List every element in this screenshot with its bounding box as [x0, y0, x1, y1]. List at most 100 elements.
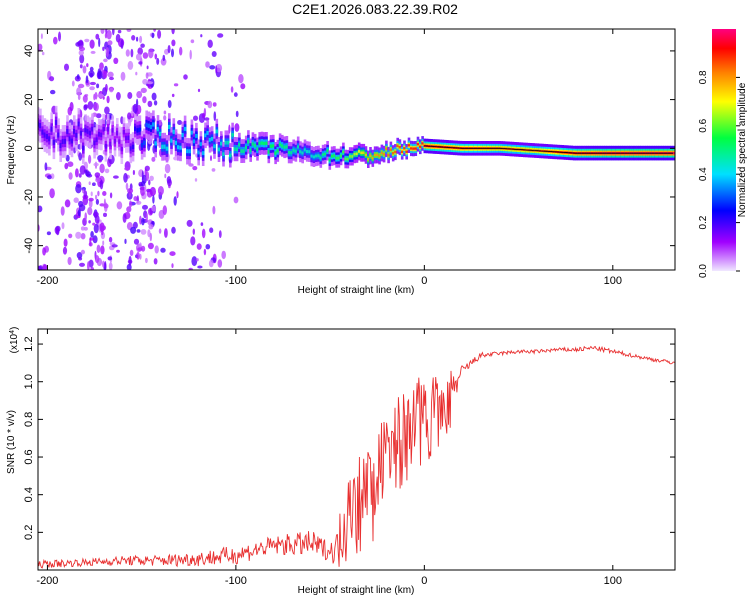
- spectrogram-noise-cell: [190, 236, 196, 246]
- spectrogram-ridge-cell: [355, 152, 359, 156]
- spectrogram-ridge-cell: [244, 145, 248, 150]
- spectrogram-noise-cell: [100, 225, 106, 231]
- spectrogram-noise-cell: [125, 182, 129, 190]
- spectrogram-ridge-cell: [391, 152, 395, 155]
- spectrogram-ridge-cell: [122, 130, 126, 135]
- spectrogram-ridge-cell: [233, 147, 237, 151]
- spectrogram-ridge-cell: [231, 133, 234, 137]
- spectrogram-noise-cell: [103, 203, 109, 209]
- spectrogram-x-label: Height of straight line (km): [298, 285, 415, 296]
- snr-y-multiplier: (x104): [9, 327, 21, 354]
- colorbar-tick-label: 0.4: [698, 167, 709, 181]
- spectrogram-noise-cell: [128, 255, 132, 266]
- spectrogram-noise-cell: [49, 188, 55, 199]
- spectrogram-noise-cell: [105, 47, 110, 57]
- spectrogram-noise-cell: [160, 58, 167, 66]
- spectrogram-ridge-cell: [396, 144, 399, 147]
- spectrogram-ridge-cell: [382, 152, 386, 156]
- colorbar-gradient: [712, 29, 736, 271]
- spectrogram-ridge-cell: [339, 154, 343, 158]
- spectrogram-noise-cell: [78, 46, 85, 52]
- spectrogram-noise-cell: [88, 220, 91, 224]
- snr-y-tick-label: 0.8: [23, 412, 35, 427]
- spectrogram-ridge-cell: [224, 140, 228, 145]
- spectrogram-ridge-cell: [253, 143, 257, 148]
- spectrogram-noise-cell: [135, 200, 142, 205]
- spectrogram-noise-cell: [140, 87, 147, 94]
- spectrogram-ridge-cell: [364, 153, 368, 157]
- spectrogram-noise-cell: [89, 86, 95, 91]
- spectrogram-noise-cell: [191, 256, 198, 267]
- spectrogram-noise-cell: [88, 197, 94, 202]
- spectrogram-ridge-cell: [416, 143, 420, 146]
- spectrogram-ridge-line: [424, 145, 674, 154]
- spectrogram-noise-cell: [171, 29, 175, 35]
- spectrogram-ridge-cell: [143, 140, 146, 145]
- spectrogram-noise-cell: [208, 259, 214, 268]
- spectrogram-noise-cell: [67, 161, 74, 167]
- spectrogram-noise-cell: [73, 197, 79, 203]
- spectrogram-noise-cell: [78, 50, 85, 56]
- spectrogram-ridge-cell: [106, 126, 110, 132]
- spectrogram-ridge-cell: [136, 128, 139, 133]
- spectrogram-ridge-cell: [57, 132, 60, 138]
- spectrogram-ridge-cell: [360, 151, 363, 155]
- spectrogram-ridge-cell: [43, 132, 47, 138]
- spectrogram-ridge-cell: [287, 151, 291, 155]
- spectrogram-noise-cell: [151, 32, 155, 39]
- spectrogram-noise-cell: [157, 29, 162, 39]
- spectrogram-noise-cell: [99, 163, 105, 174]
- spectrogram-ridge-cell: [319, 156, 323, 160]
- spectrogram-ridge-cell: [199, 142, 203, 147]
- colorbar: 0.0 0.2 0.4 0.6 0.8 Normalized spectral ampl…: [698, 29, 748, 278]
- spectrogram-ridge-cell: [208, 138, 212, 142]
- spectrogram-noise-cell: [135, 53, 142, 61]
- spectrogram-ridge-cell: [290, 151, 293, 155]
- spectrogram-ridge-cell: [348, 155, 352, 158]
- spectrogram-ridge-cell: [229, 153, 232, 158]
- spectrogram-ridge-cell: [385, 147, 388, 151]
- spectrogram-noise-cell: [53, 36, 58, 45]
- spectrogram-ridge-cell: [197, 150, 200, 155]
- spectrogram-noise-cell: [136, 91, 143, 99]
- spectrogram-noise-cell: [38, 43, 43, 51]
- spectrogram-noise-cell: [117, 29, 122, 34]
- spectrogram-ridge-cell: [380, 151, 384, 155]
- spectrogram-noise-cell: [152, 221, 155, 225]
- spectrogram-noise-cell: [101, 230, 104, 236]
- spectrogram-noise-cell: [233, 196, 239, 204]
- spectrogram-ridge-cell: [260, 141, 264, 145]
- spectrogram-ridge-cell: [389, 148, 393, 151]
- spectrogram-noise-cell: [75, 168, 79, 178]
- spectrogram-noise-cell: [89, 66, 94, 72]
- snr-y-tick-label: 0.4: [23, 487, 35, 502]
- spectrogram-noise-cell: [102, 260, 105, 268]
- spectrogram-ridge-cell: [165, 146, 169, 151]
- spectrogram-noise-cell: [194, 178, 198, 182]
- spectrogram-noise-cell: [67, 256, 72, 266]
- spectrogram-noise-cell: [215, 63, 223, 73]
- spectrogram-ridge-cell: [371, 157, 375, 160]
- spectrogram-noise-cell: [240, 83, 246, 90]
- spectrogram-ridge-cell: [285, 145, 289, 149]
- spectrogram-noise-cell: [190, 39, 195, 44]
- spectrogram-noise-cell: [127, 188, 134, 194]
- spectrogram-noise-cell: [221, 250, 226, 260]
- spectrogram-ridge-cell: [109, 141, 112, 147]
- snr-y-tick-label: 0.6: [23, 449, 35, 464]
- spectrogram-noise-cell: [149, 232, 152, 242]
- spectrogram-noise-cell: [124, 238, 127, 244]
- spectrogram-noise-cell: [102, 240, 105, 246]
- spectrogram-noise-cell: [131, 35, 136, 41]
- spectrogram-noise-cell: [105, 83, 108, 93]
- spectrogram-noise-cell: [160, 247, 166, 253]
- spectrogram-ridge-cell: [181, 133, 185, 137]
- spectrogram-noise-cell: [213, 111, 217, 121]
- spectrogram-x-tick-label: -100: [225, 275, 247, 287]
- spectrogram-frame: [37, 28, 676, 271]
- spectrogram-noise-cell: [164, 163, 171, 174]
- spectrogram-noise-cell: [79, 64, 83, 69]
- spectrogram-ridge-cell: [152, 122, 155, 127]
